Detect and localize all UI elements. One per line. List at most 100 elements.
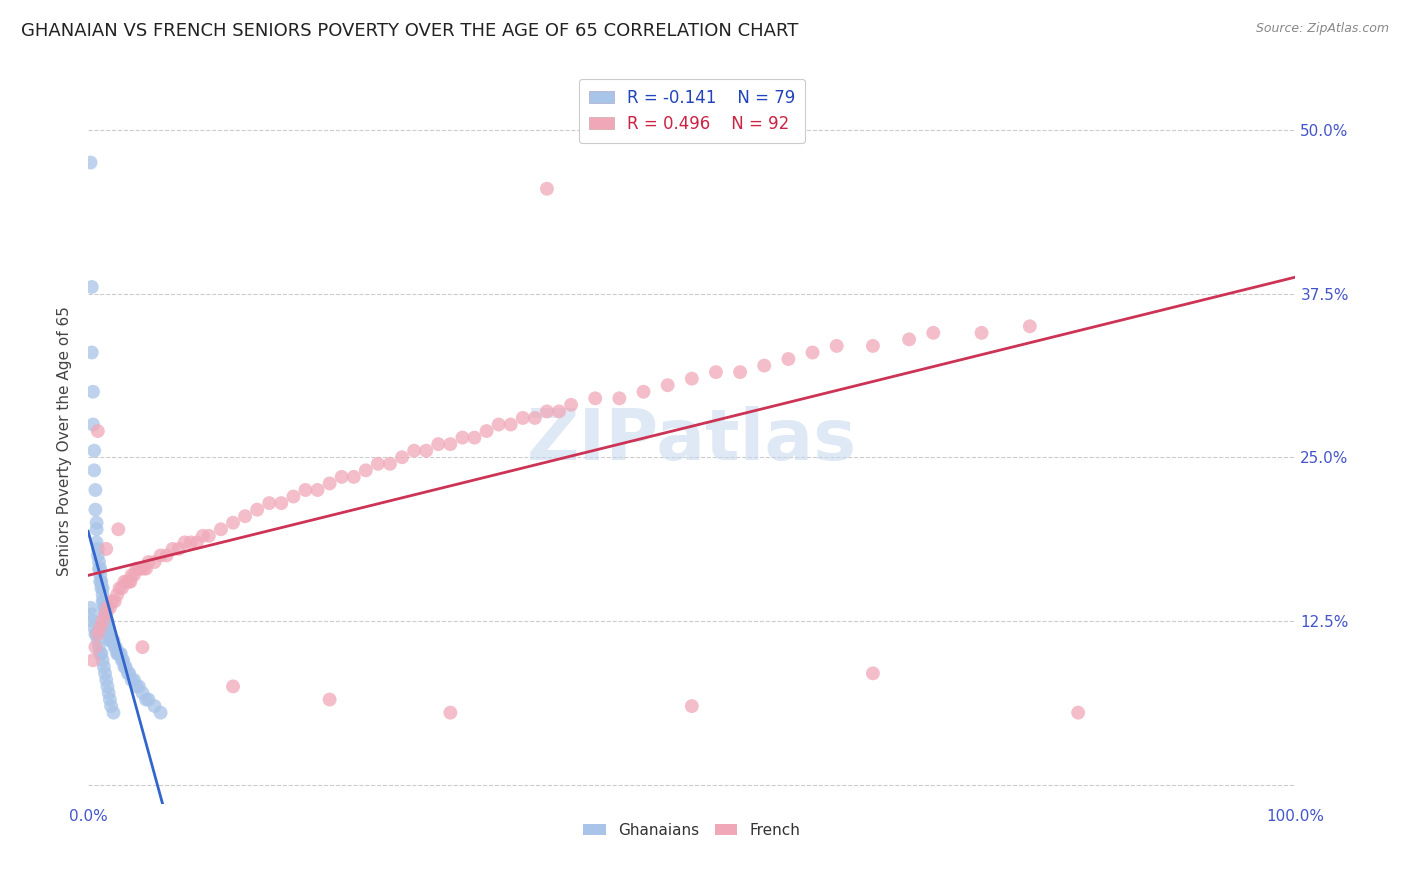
Point [451, 431, 474, 445]
Point [367, 457, 389, 471]
Point [129, 561, 152, 575]
Point [94, 607, 117, 622]
Point [307, 483, 329, 497]
Point [104, 640, 127, 655]
Point [475, 424, 498, 438]
Point [80, 345, 103, 359]
Point [536, 182, 558, 196]
Point [115, 574, 138, 589]
Point [104, 640, 127, 655]
Point [609, 392, 631, 406]
Point [105, 588, 128, 602]
Point [96, 614, 118, 628]
Point [90, 647, 112, 661]
Point [548, 404, 571, 418]
Y-axis label: Seniors Poverty Over the Age of 65: Seniors Poverty Over the Age of 65 [58, 306, 72, 576]
Point [83, 443, 105, 458]
Point [128, 561, 150, 575]
Point [704, 365, 727, 379]
Point [82, 614, 104, 628]
Point [96, 614, 118, 628]
Point [149, 549, 172, 563]
Point [111, 653, 134, 667]
Point [922, 326, 945, 340]
Point [728, 365, 751, 379]
Point [378, 457, 401, 471]
Point [100, 699, 122, 714]
Point [125, 561, 148, 575]
Point [96, 607, 118, 622]
Point [246, 502, 269, 516]
Point [499, 417, 522, 432]
Point [121, 568, 143, 582]
Text: Source: ZipAtlas.com: Source: ZipAtlas.com [1256, 22, 1389, 36]
Point [970, 326, 993, 340]
Point [107, 522, 129, 536]
Point [415, 443, 437, 458]
Point [862, 666, 884, 681]
Point [427, 437, 450, 451]
Point [138, 555, 160, 569]
Point [86, 535, 108, 549]
Point [82, 653, 104, 667]
Point [110, 647, 132, 661]
Point [1018, 319, 1040, 334]
Point [82, 417, 104, 432]
Point [143, 555, 166, 569]
Point [98, 600, 121, 615]
Point [96, 680, 118, 694]
Point [121, 673, 143, 687]
Point [89, 561, 111, 575]
Point [91, 594, 114, 608]
Point [633, 384, 655, 399]
Point [343, 470, 366, 484]
Point [117, 666, 139, 681]
Point [96, 673, 118, 687]
Point [94, 600, 117, 615]
Point [98, 633, 121, 648]
Point [100, 633, 122, 648]
Point [112, 653, 135, 667]
Text: GHANAIAN VS FRENCH SENIORS POVERTY OVER THE AGE OF 65 CORRELATION CHART: GHANAIAN VS FRENCH SENIORS POVERTY OVER … [21, 22, 799, 40]
Point [180, 535, 202, 549]
Point [583, 392, 606, 406]
Point [488, 417, 510, 432]
Point [112, 660, 135, 674]
Point [97, 620, 120, 634]
Point [87, 627, 110, 641]
Point [122, 673, 145, 687]
Point [138, 692, 160, 706]
Point [98, 627, 121, 641]
Point [87, 561, 110, 575]
Point [101, 594, 124, 608]
Point [103, 706, 125, 720]
Point [439, 706, 461, 720]
Point [404, 443, 426, 458]
Point [111, 581, 134, 595]
Point [191, 529, 214, 543]
Point [209, 522, 232, 536]
Point [86, 522, 108, 536]
Point [294, 483, 316, 497]
Point [523, 411, 546, 425]
Point [83, 463, 105, 477]
Point [86, 516, 108, 530]
Point [94, 607, 117, 622]
Point [90, 574, 112, 589]
Point [391, 450, 413, 465]
Point [801, 345, 824, 359]
Point [330, 470, 353, 484]
Point [96, 600, 118, 615]
Point [318, 692, 340, 706]
Point [270, 496, 292, 510]
Point [162, 541, 184, 556]
Point [90, 581, 112, 595]
Point [120, 574, 142, 589]
Point [87, 555, 110, 569]
Point [103, 633, 125, 648]
Point [657, 378, 679, 392]
Point [173, 535, 195, 549]
Point [97, 627, 120, 641]
Point [94, 666, 117, 681]
Point [186, 535, 208, 549]
